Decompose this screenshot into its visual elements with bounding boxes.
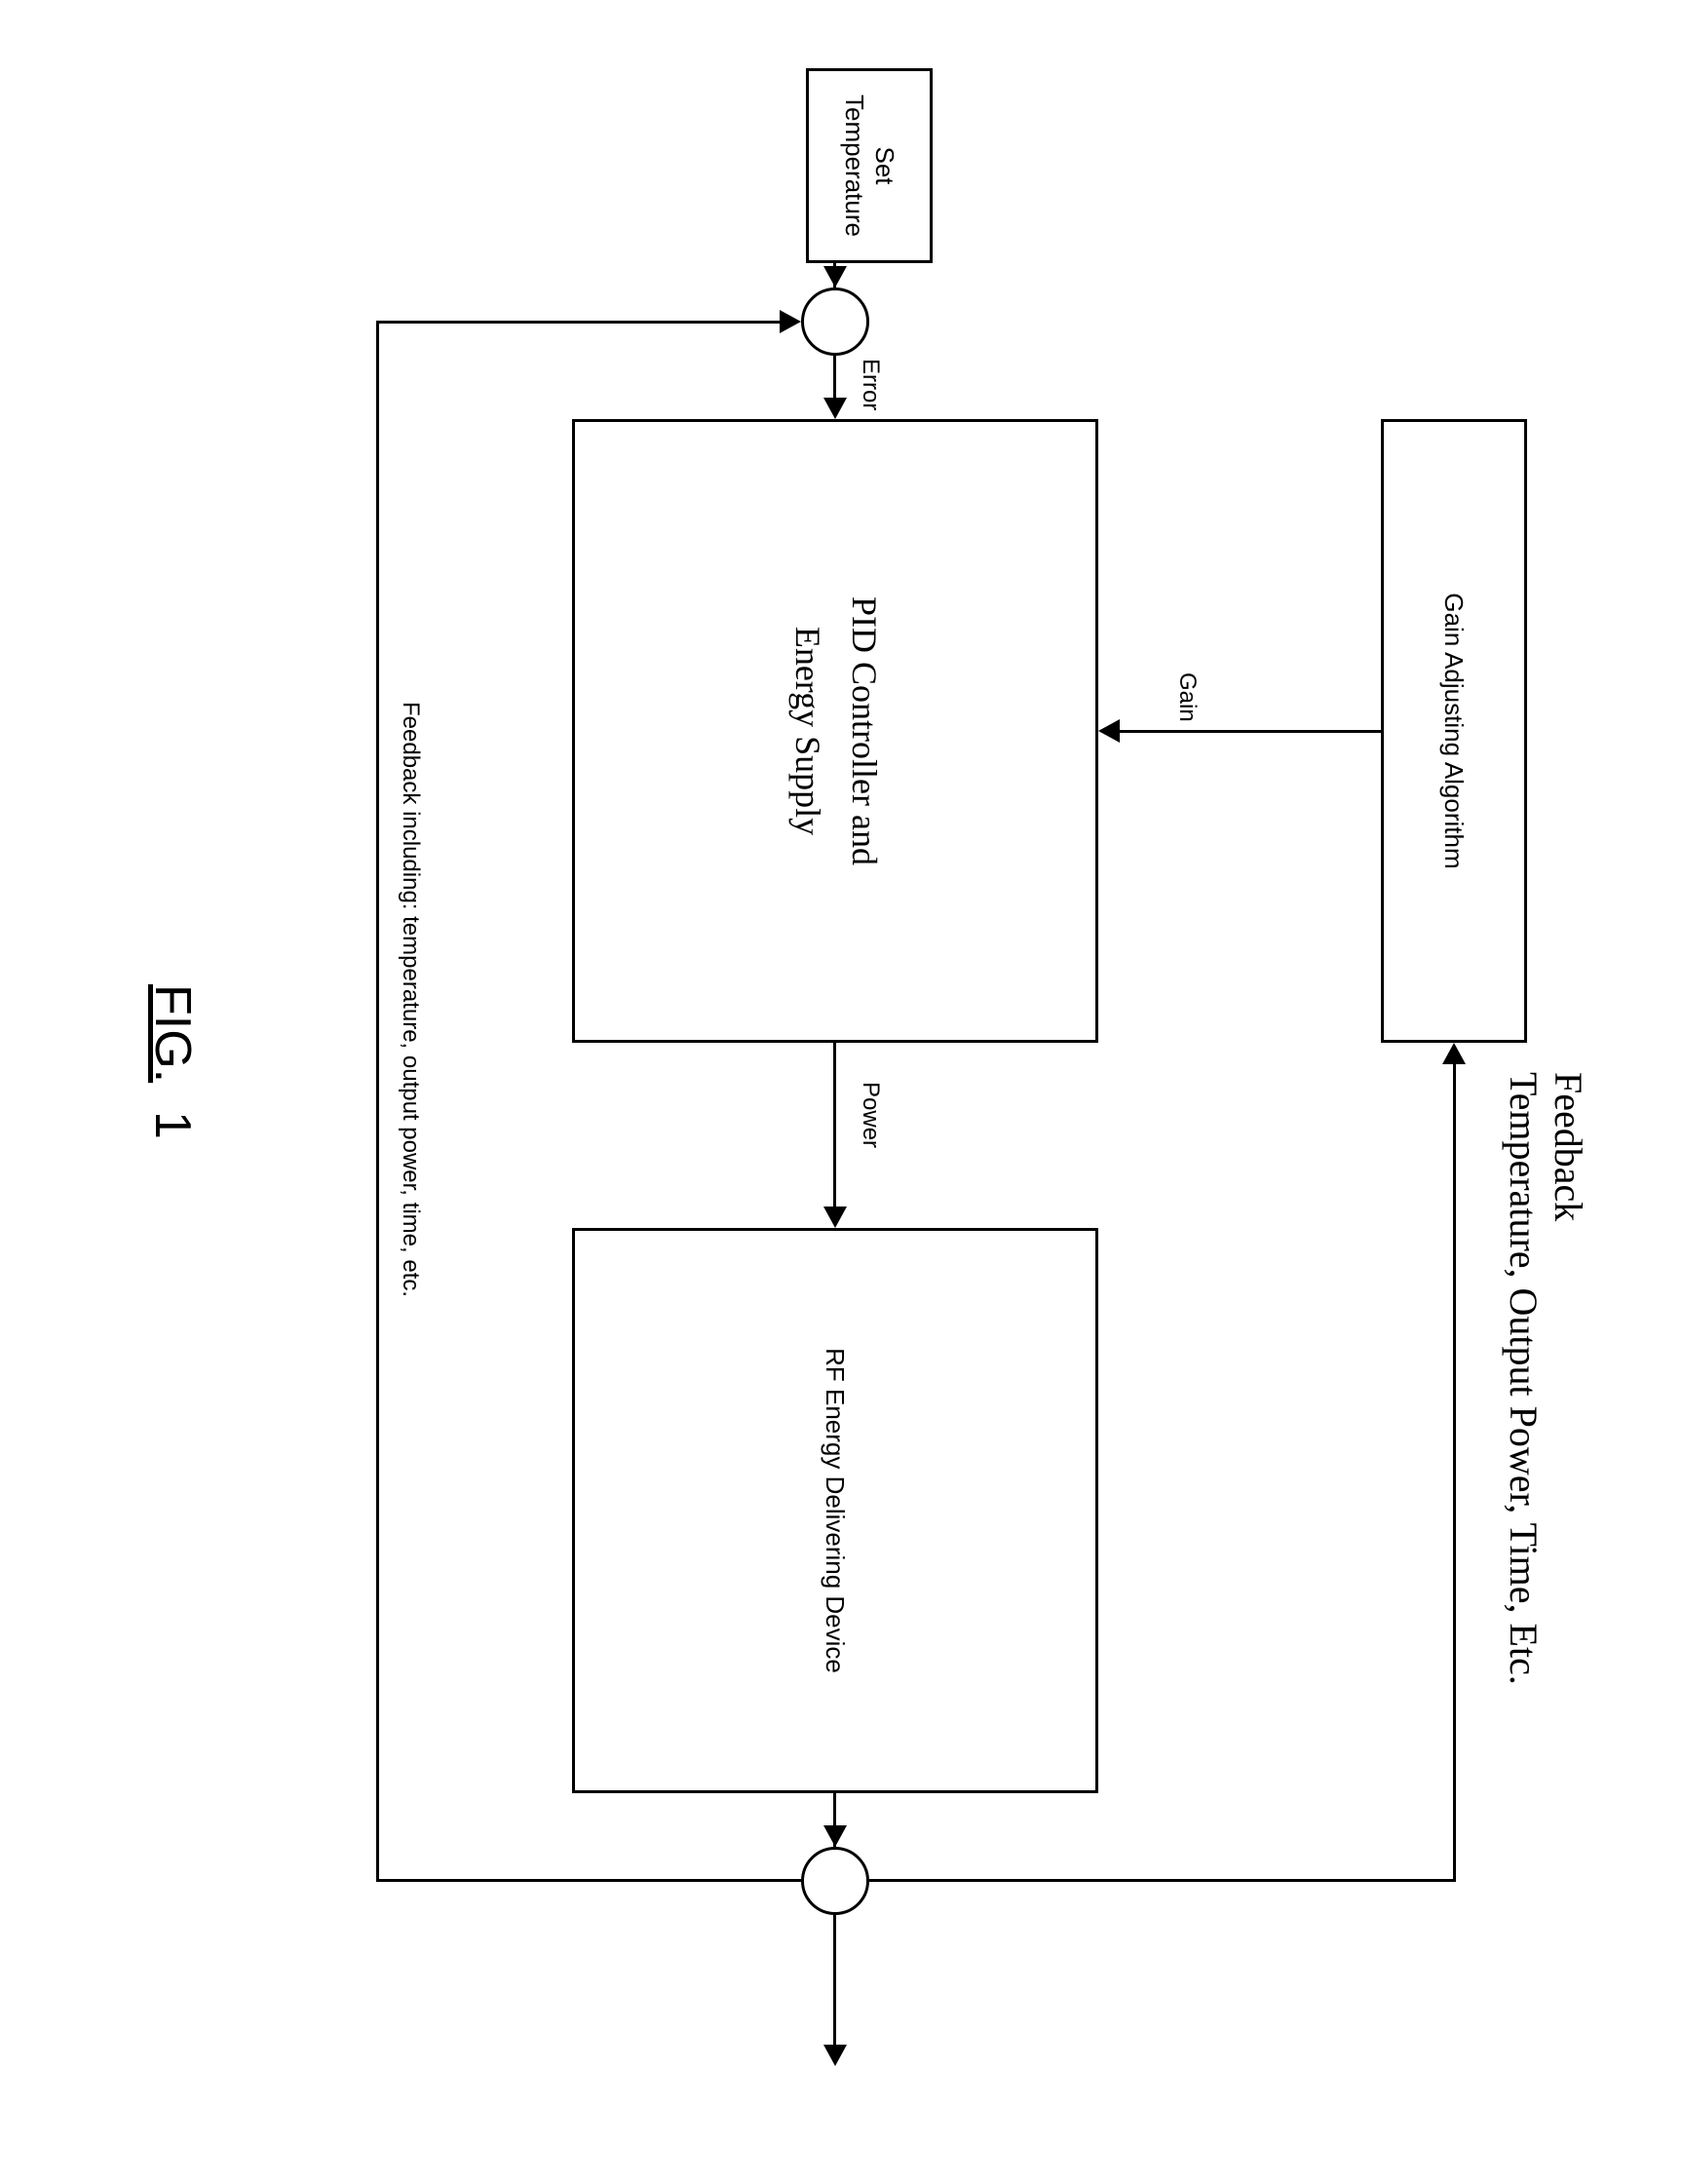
edge-gain bbox=[1118, 730, 1381, 733]
edge-error-arrow bbox=[823, 398, 847, 419]
edge-fb-bottom-label: Feedback including: temperature, output … bbox=[397, 702, 424, 1297]
edge-power-label: Power bbox=[857, 1082, 884, 1148]
pid-line2: Energy Supply bbox=[779, 596, 835, 865]
pid-line1: PID Controller and bbox=[835, 596, 892, 865]
edge-fb-down bbox=[377, 1879, 801, 1882]
feedback-header-line2: Temperature, Output Power, Time, Etc. bbox=[1501, 1072, 1546, 1685]
set-temp-line1: Set bbox=[869, 95, 899, 237]
rf-label: RF Energy Delivering Device bbox=[821, 1348, 851, 1673]
edge-error-label: Error bbox=[857, 359, 884, 410]
feedback-header: Feedback Temperature, Output Power, Time… bbox=[1501, 1072, 1590, 1685]
edge-top-feedback-arrow bbox=[1442, 1043, 1466, 1064]
set-temp-box: Set Temperature bbox=[806, 68, 933, 263]
page: Feedback Temperature, Output Power, Time… bbox=[0, 0, 1683, 2184]
figure-caption-prefix: FIG. bbox=[144, 984, 201, 1083]
edge-set-to-sum-arrow bbox=[823, 266, 847, 287]
edge-gain-arrow bbox=[1098, 719, 1120, 743]
sum-junction-left bbox=[801, 287, 869, 356]
edge-output bbox=[833, 1915, 836, 2047]
edge-rf-to-sum-arrow bbox=[823, 1825, 847, 1847]
rf-box: RF Energy Delivering Device bbox=[572, 1228, 1098, 1793]
edge-gain-label: Gain bbox=[1173, 672, 1201, 722]
edge-error bbox=[833, 356, 836, 400]
figure-caption: FIG. 1 bbox=[143, 984, 202, 1139]
edge-top-feedback-h bbox=[1453, 1064, 1456, 1881]
gain-algo-box: Gain Adjusting Algorithm bbox=[1381, 419, 1527, 1043]
edge-fb-bottom bbox=[376, 321, 379, 1882]
edge-power-arrow bbox=[823, 1207, 847, 1228]
set-temp-line2: Temperature bbox=[839, 95, 869, 237]
feedback-header-line1: Feedback bbox=[1546, 1072, 1590, 1685]
edge-power bbox=[833, 1043, 836, 1208]
edge-output-arrow bbox=[823, 2045, 847, 2066]
gain-algo-label: Gain Adjusting Algorithm bbox=[1439, 593, 1470, 868]
edge-top-feedback-v bbox=[869, 1879, 1456, 1882]
figure-caption-num: 1 bbox=[144, 1111, 201, 1139]
edge-fb-up bbox=[376, 321, 780, 324]
pid-box: PID Controller and Energy Supply bbox=[572, 419, 1098, 1043]
diagram-stage: Feedback Temperature, Output Power, Time… bbox=[0, 0, 1683, 2184]
sum-junction-right bbox=[801, 1847, 869, 1915]
edge-fb-up-arrow bbox=[780, 310, 801, 333]
